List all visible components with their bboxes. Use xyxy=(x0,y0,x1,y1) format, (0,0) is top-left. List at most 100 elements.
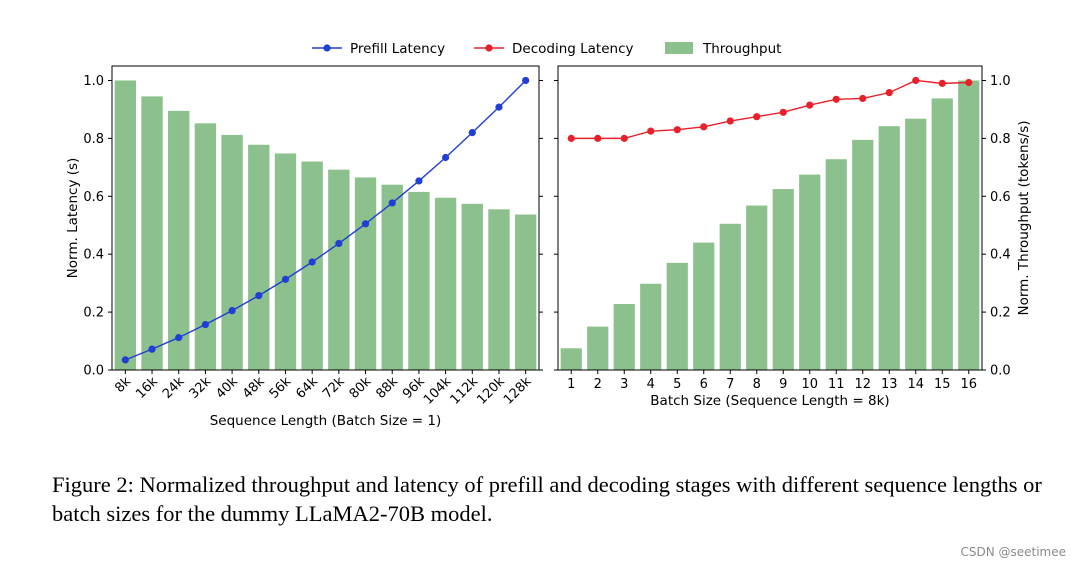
right-decoding-latency-point-16 xyxy=(965,78,973,87)
left-xtick-label-24k: 24k xyxy=(160,374,188,402)
left-plot-frame xyxy=(111,65,540,371)
right-x-axis-label: Batch Size (Sequence Length = 8k) xyxy=(650,393,889,409)
right-decoding-latency-point-7 xyxy=(726,117,734,125)
right-chart-panel: 0.00.20.40.60.81.0 1 2 3 4 5 6 7 8 9 10 11 12 13 14 15… xyxy=(554,65,1032,409)
right-decoding-latency-point-6 xyxy=(700,123,708,131)
left-xtick-label-88k: 88k xyxy=(373,374,401,402)
left-prefill-latency-point-56k xyxy=(281,275,290,283)
right-bar-3 xyxy=(613,303,635,370)
left-bar-56k xyxy=(274,153,297,370)
left-xtick-label-112k: 112k xyxy=(448,374,482,408)
left-prefill-latency-point-48k xyxy=(255,291,263,300)
legend-swatch-marker-decoding-latency xyxy=(485,44,493,52)
right-bar-4 xyxy=(640,283,662,370)
right-x-axis-ticks: 1 2 3 4 5 6 7 8 9 10 11 12 13 14 15 16 xyxy=(567,370,977,392)
left-prefill-latency-point-80k xyxy=(361,220,370,228)
left-bar-80k xyxy=(354,177,377,370)
right-bar-5 xyxy=(666,262,688,370)
left-xtick-label-40k: 40k xyxy=(213,374,241,402)
left-prefill-latency-point-16k xyxy=(148,345,156,353)
legend-item-decoding-latency: Decoding Latency xyxy=(474,41,633,57)
right-decoding-latency-point-8 xyxy=(753,113,761,121)
right-decoding-latency-point-13 xyxy=(885,89,893,97)
legend-label-throughput: Throughput xyxy=(702,41,781,57)
right-decoding-latency-point-14 xyxy=(912,76,920,85)
right-bar-8 xyxy=(746,205,768,370)
right-decoding-latency-point-4 xyxy=(647,127,655,135)
left-prefill-latency-point-112k xyxy=(468,128,476,137)
right-xtick-label-8: 8 xyxy=(753,377,761,392)
right-bar-15 xyxy=(931,98,953,371)
right-xtick-label-7: 7 xyxy=(726,377,734,392)
right-bar-12 xyxy=(852,139,874,370)
left-bar-16k xyxy=(141,96,163,371)
legend-label-prefill-latency: Prefill Latency xyxy=(350,41,445,57)
left-ytick-label: 0.4 xyxy=(83,248,104,263)
left-bar-96k xyxy=(408,191,430,370)
legend-swatch-throughput xyxy=(665,42,693,54)
right-decoding-latency-point-5 xyxy=(673,126,681,134)
right-bar-16 xyxy=(958,80,980,370)
right-bar-9 xyxy=(772,189,794,370)
legend-item-throughput: Throughput xyxy=(665,41,781,57)
left-throughput-bars xyxy=(114,80,537,371)
left-bar-64k xyxy=(301,161,323,370)
left-ytick-label: 1.0 xyxy=(83,74,104,89)
left-bar-104k xyxy=(434,197,457,370)
right-ytick-label: 0.6 xyxy=(990,190,1011,205)
right-bar-14 xyxy=(905,118,927,370)
right-bar-1 xyxy=(560,348,582,370)
right-decoding-latency-point-11 xyxy=(832,95,840,103)
left-prefill-latency-point-32k xyxy=(201,320,210,329)
right-decoding-latency-point-15 xyxy=(938,79,946,87)
right-xtick-label-9: 9 xyxy=(779,377,787,392)
left-xtick-label-64k: 64k xyxy=(293,374,321,402)
left-ytick-label: 0.6 xyxy=(83,190,104,205)
right-y-axis-ticks: 0.0 0.2 0.4 0.6 0.8 1.0 xyxy=(554,74,1011,379)
left-bar-88k xyxy=(381,184,403,370)
left-bar-48k xyxy=(248,144,270,370)
left-y-axis-ticks: 0.0 0.2 0.4 0.6 0.8 1.0 xyxy=(83,74,543,379)
right-xtick-label-10: 10 xyxy=(801,377,818,392)
right-bar-7 xyxy=(719,223,741,370)
figure-caption: Figure 2: Normalized throughput and late… xyxy=(52,472,1042,526)
right-throughput-bars xyxy=(560,80,980,371)
left-x-axis-label: Sequence Length (Batch Size = 1) xyxy=(210,413,442,429)
left-xtick-label-104k: 104k xyxy=(421,374,455,408)
legend-item-prefill-latency: Prefill Latency xyxy=(312,41,445,57)
left-bar-32k xyxy=(194,123,217,370)
right-xtick-label-15: 15 xyxy=(934,377,951,392)
right-ytick-label: 1.0 xyxy=(990,74,1011,89)
right-xtick-label-13: 13 xyxy=(881,377,898,392)
left-xtick-label-32k: 32k xyxy=(187,374,215,402)
right-decoding-latency-point-10 xyxy=(806,101,814,109)
left-prefill-latency-point-24k xyxy=(175,333,183,342)
right-xtick-label-6: 6 xyxy=(700,377,708,392)
right-decoding-latency-line xyxy=(571,79,969,140)
right-xtick-label-5: 5 xyxy=(673,377,681,392)
right-bar-6 xyxy=(693,242,715,370)
right-xtick-label-14: 14 xyxy=(907,377,924,392)
left-xtick-label-8k: 8k xyxy=(112,374,134,396)
left-prefill-latency-line xyxy=(125,79,527,361)
left-bar-112k xyxy=(461,203,483,370)
left-bar-40k xyxy=(221,134,243,370)
left-xtick-label-56k: 56k xyxy=(267,374,295,402)
left-prefill-latency-point-104k xyxy=(441,153,450,162)
left-bar-8k xyxy=(114,80,137,370)
right-decoding-latency-point-12 xyxy=(859,94,867,103)
left-ytick-label: 0.0 xyxy=(83,364,104,379)
watermark: CSDN @seetimee xyxy=(960,545,1066,559)
legend: Prefill Latency Decoding Latency Throughpu… xyxy=(312,41,781,57)
right-decoding-latency-series xyxy=(567,76,973,142)
left-xtick-label-72k: 72k xyxy=(320,374,348,402)
right-xtick-label-16: 16 xyxy=(960,377,977,392)
left-prefill-latency-point-128k xyxy=(522,76,530,85)
left-ytick-label: 0.8 xyxy=(83,132,104,147)
right-xtick-label-11: 11 xyxy=(828,377,845,392)
left-prefill-latency-point-40k xyxy=(228,307,236,315)
right-plot-frame xyxy=(557,65,983,371)
right-xtick-label-4: 4 xyxy=(647,377,655,392)
left-x-axis-ticks: 8k 16k 24k 32k 40k 48k 56k 64k 72k 80k 88k 96k104k1… xyxy=(112,370,535,408)
right-xtick-label-2: 2 xyxy=(594,377,602,392)
